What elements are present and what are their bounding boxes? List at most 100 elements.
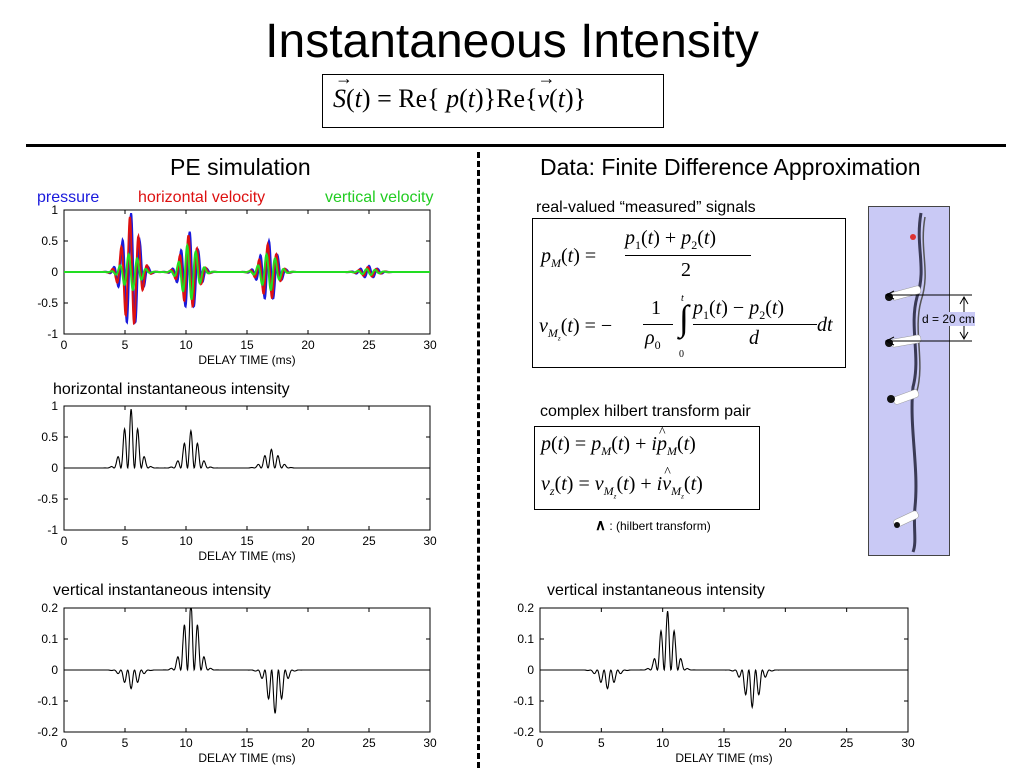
panel-divider xyxy=(477,152,480,768)
intensity-line xyxy=(540,611,908,710)
y-tick-label: -0.2 xyxy=(513,725,534,739)
pe-simulation-chart: 0 5 10 15 20 25 30 1 0.5 0 -0.5 -1 DELAY TIME (ms) xyxy=(37,205,437,367)
x-axis-label: DELAY TIME (ms) xyxy=(675,751,772,765)
y-tick-label: 0 xyxy=(51,461,58,475)
legend-pressure: pressure xyxy=(37,189,100,206)
measured-signals-equations: pM(t) = p1(t) + p2(t) 2 vMz(t) = − 1 ρ0 … xyxy=(532,218,846,368)
hat-note-text: : (hilbert transform) xyxy=(609,519,711,533)
equation-denominator-two: 2 xyxy=(681,259,691,281)
equation-pressure-numerator: p1(t) + p2(t) xyxy=(625,227,717,252)
x-tick-label: 30 xyxy=(423,534,437,548)
horizontal-intensity-chart: 0 5 10 15 20 25 30 1 0.5 0 -0.5 -1 DELAY TIME (ms) xyxy=(37,400,437,563)
plot2-caption: horizontal instantaneous intensity xyxy=(53,381,290,398)
y-tick-label: -0.1 xyxy=(37,694,58,708)
y-tick-label: 1 xyxy=(51,400,58,413)
equation-complex-velocity: vz(t) = vMz(t) + iv ^ Mz(t) xyxy=(541,465,703,501)
x-tick-label: 20 xyxy=(779,736,793,750)
integral-upper-limit: t xyxy=(681,293,684,304)
hydrophone-array-photo xyxy=(868,206,950,556)
fraction-bar xyxy=(625,255,751,256)
x-tick-label: 15 xyxy=(240,534,254,548)
hilbert-note: ∧ : (hilbert transform) xyxy=(595,516,711,534)
x-tick-label: 20 xyxy=(301,534,315,548)
x-tick-label: 0 xyxy=(537,736,544,750)
x-tick-label: 10 xyxy=(179,338,193,352)
vertical-intensity-chart-sim: 0 5 10 15 20 25 30 0.2 0.1 0 -0.1 -0.2 DELAY TIME (m… xyxy=(37,602,437,765)
intensity-line xyxy=(64,607,430,714)
x-tick-label: 20 xyxy=(301,736,315,750)
x-tick-label: 20 xyxy=(301,338,315,352)
x-tick-label: 25 xyxy=(362,338,376,352)
plot4-caption: vertical instantaneous intensity xyxy=(547,582,765,599)
main-formula: S → (t) = Re{ p(t)}Re{v → (t)} xyxy=(333,68,587,113)
equation-complex-pressure: p(t) = pM(t) + ip ^ M(t) xyxy=(541,425,696,458)
x-tick-label: 10 xyxy=(179,534,193,548)
legend-horizontal-velocity: horizontal velocity xyxy=(138,189,266,206)
equation-separation-d: d xyxy=(749,327,759,349)
fraction-bar xyxy=(693,324,817,325)
x-tick-label: 15 xyxy=(717,736,731,750)
y-tick-label: 0.2 xyxy=(41,602,58,615)
y-tick-label: -0.2 xyxy=(37,725,58,739)
legend-vertical-velocity: vertical velocity xyxy=(325,189,434,206)
x-tick-label: 5 xyxy=(122,534,129,548)
x-tick-label: 0 xyxy=(61,736,68,750)
divider-line xyxy=(26,144,1006,147)
hat-symbol: ∧ xyxy=(595,517,606,534)
hilbert-caption: complex hilbert transform pair xyxy=(540,403,751,420)
x-tick-label: 10 xyxy=(179,736,193,750)
x-tick-label: 5 xyxy=(122,338,129,352)
vertical-velocity-line xyxy=(64,242,430,301)
equation-rho-zero: ρ0 xyxy=(645,327,661,352)
y-tick-label: 0 xyxy=(51,663,58,677)
y-tick-label: 0.5 xyxy=(41,234,58,248)
equation-pressure-difference: p1(t) − p2(t) xyxy=(693,297,785,322)
x-tick-label: 15 xyxy=(240,338,254,352)
right-panel-heading: Data: Finite Difference Approximation xyxy=(540,154,921,180)
intensity-line xyxy=(64,409,430,470)
spacing-annotation xyxy=(884,290,972,346)
x-tick-label: 0 xyxy=(61,534,68,548)
x-tick-label: 25 xyxy=(362,736,376,750)
y-tick-label: -0.1 xyxy=(513,694,534,708)
y-tick-label: 0.1 xyxy=(517,632,534,646)
x-axis-label: DELAY TIME (ms) xyxy=(198,549,295,563)
plot3-caption: vertical instantaneous intensity xyxy=(53,582,271,599)
x-tick-label: 0 xyxy=(61,338,68,352)
x-tick-label: 25 xyxy=(362,534,376,548)
x-axis-label: DELAY TIME (ms) xyxy=(198,353,295,367)
hydrophone-array-drawing xyxy=(885,212,926,553)
x-tick-label: 30 xyxy=(423,338,437,352)
y-tick-label: 1 xyxy=(51,205,58,217)
vertical-intensity-chart-data: 0 5 10 15 20 25 30 0.2 0.1 0 -0.1 -0.2 DELAY TIME (m… xyxy=(513,602,915,765)
x-axis-label: DELAY TIME (ms) xyxy=(198,751,295,765)
integral-sign: ∫ xyxy=(679,298,689,338)
fraction-bar xyxy=(643,324,673,325)
x-tick-label: 10 xyxy=(656,736,670,750)
slide-title: Instantaneous Intensity xyxy=(265,15,759,68)
hilbert-equations: p(t) = pM(t) + ip ^ M(t) vz(t) = vMz(t) + … xyxy=(534,425,760,510)
x-tick-label: 15 xyxy=(240,736,254,750)
y-tick-label: -1 xyxy=(47,327,58,341)
left-panel-heading: PE simulation xyxy=(170,154,311,180)
x-tick-label: 30 xyxy=(423,736,437,750)
equation-one-over-rho-num: 1 xyxy=(651,297,661,319)
x-tick-label: 5 xyxy=(122,736,129,750)
integral-lower-limit: 0 xyxy=(679,349,684,360)
y-tick-label: -0.5 xyxy=(37,492,58,506)
equation-dt: dt xyxy=(817,314,833,336)
signals-caption: real-valued “measured” signals xyxy=(536,199,756,216)
spacing-label: d = 20 cm xyxy=(922,312,976,326)
x-tick-label: 5 xyxy=(598,736,605,750)
equation-pressure-measured: pM(t) = xyxy=(541,245,597,270)
equation-velocity-measured: vMz(t) = − xyxy=(539,315,613,343)
y-tick-label: 0.2 xyxy=(517,602,534,615)
y-tick-label: -0.5 xyxy=(37,296,58,310)
y-tick-label: 0 xyxy=(51,265,58,279)
x-tick-label: 25 xyxy=(840,736,854,750)
y-tick-label: -1 xyxy=(47,523,58,537)
y-tick-label: 0 xyxy=(527,663,534,677)
y-tick-label: 0.1 xyxy=(41,632,58,646)
y-tick-label: 0.5 xyxy=(41,430,58,444)
x-tick-label: 30 xyxy=(901,736,915,750)
